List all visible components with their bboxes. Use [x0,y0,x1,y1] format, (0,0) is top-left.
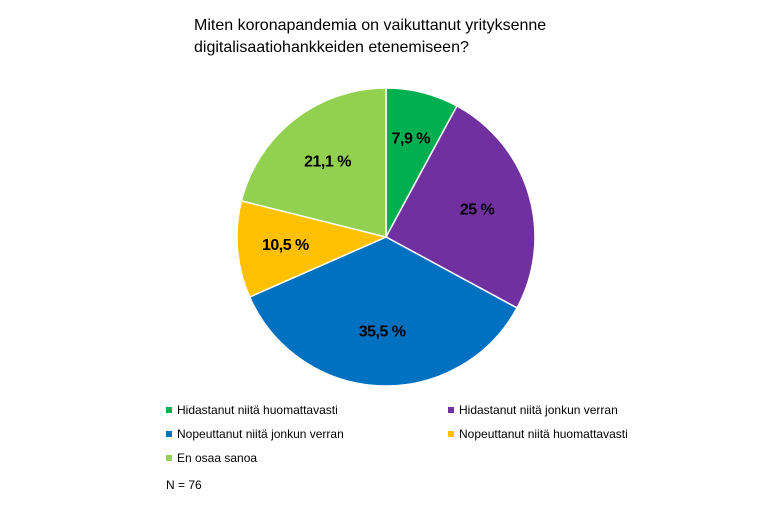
legend-label: Hidastanut niitä huomattavasti [177,403,338,417]
legend-label: En osaa sanoa [177,451,258,465]
legend-item-hidastanut-jonkun-verran: Hidastanut niitä jonkun verran [448,403,656,417]
data-label-3: 10,5 % [262,237,309,254]
legend-swatch [448,431,454,437]
legend-label: Nopeuttanut niitä jonkun verran [177,427,344,441]
data-label-1: 25 % [460,201,495,218]
chart-title-line-2: digitalisaatiohankkeiden etenemiseen? [194,39,469,56]
chart-title: Miten koronapandemia on vaikuttanut yrit… [194,15,614,59]
legend-swatch [448,407,454,413]
legend-swatch [166,407,172,413]
legend-swatch [166,431,172,437]
legend-item-hidastanut-huomattavasti: Hidastanut niitä huomattavasti [166,403,448,417]
legend-item-nopeuttanut-jonkun-verran: Nopeuttanut niitä jonkun verran [166,427,448,441]
sample-size-note: N = 76 [166,478,202,492]
pie-slice-4 [240,87,387,238]
data-label-0: 7,9 % [392,131,431,148]
legend-item-en-osaa-sanoa: En osaa sanoa [166,451,448,465]
legend-item-nopeuttanut-huomattavasti: Nopeuttanut niitä huomattavasti [448,427,656,441]
data-label-2: 35,5 % [359,323,406,340]
pie-chart: 7,9 % 25 % 35,5 % 10,5 % 21,1 % [236,87,536,387]
pie-slice-3 [236,199,389,299]
legend-label: Nopeuttanut niitä huomattavasti [459,427,628,441]
legend-swatch [166,455,172,461]
data-label-4: 21,1 % [304,154,351,171]
pie-slice-1 [384,104,536,309]
pie-slice-2 [248,236,519,387]
legend: Hidastanut niitä huomattavasti Hidastanu… [166,403,656,465]
chart-title-line-1: Miten koronapandemia on vaikuttanut yrit… [194,17,547,34]
legend-label: Hidastanut niitä jonkun verran [459,403,618,417]
